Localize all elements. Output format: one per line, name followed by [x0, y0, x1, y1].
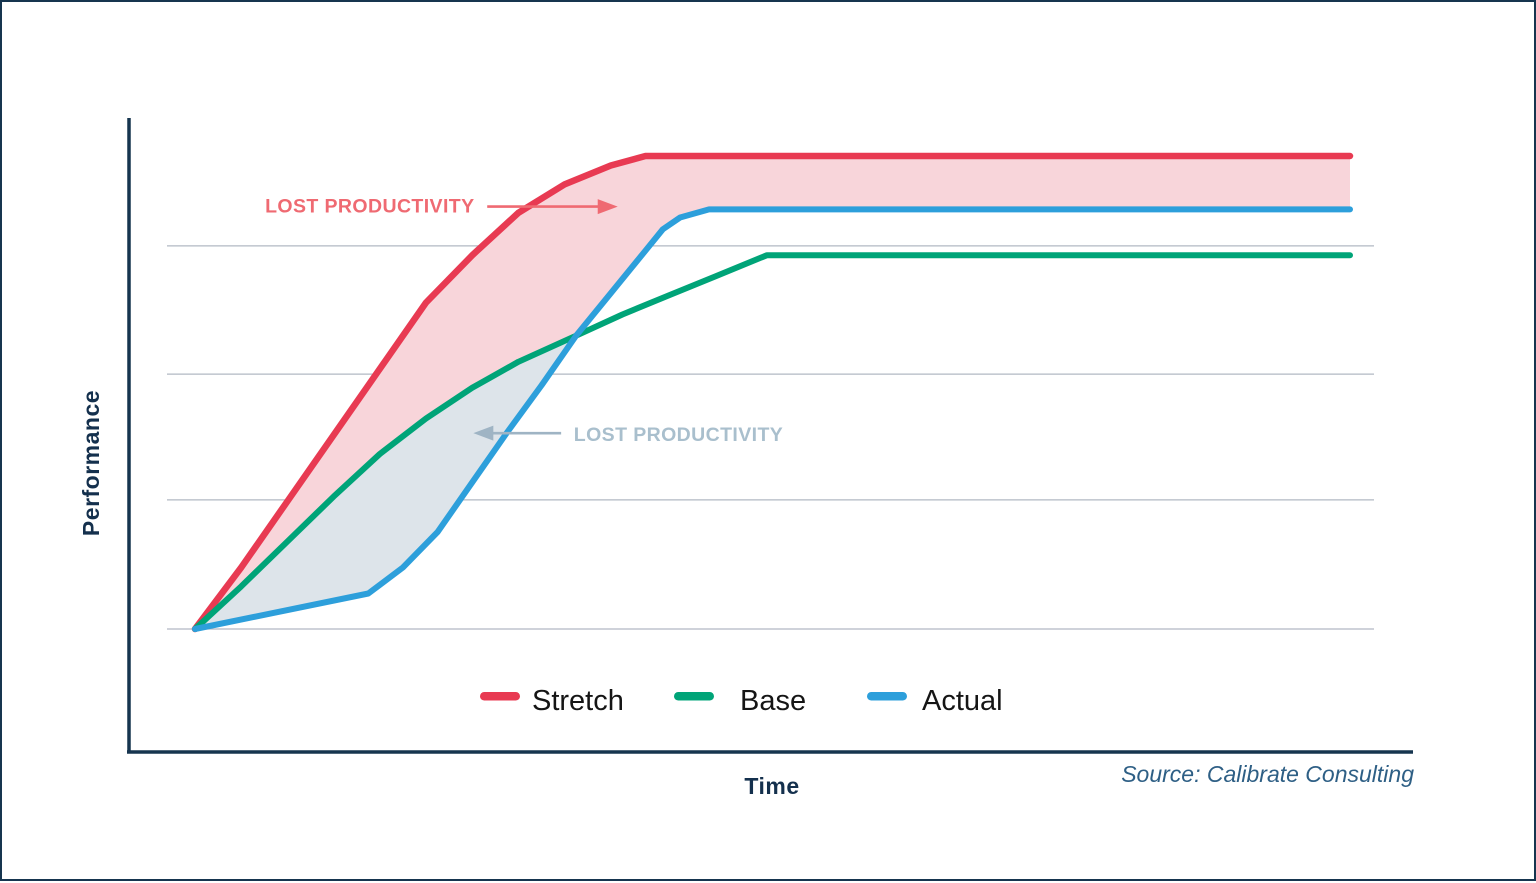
lost-productivity-upper-area: [195, 156, 1350, 629]
actual-line: [192, 206, 1353, 632]
stretch-line: [191, 152, 1354, 633]
legend-label-actual: Actual: [922, 685, 1003, 717]
base-line: [192, 252, 1353, 632]
right-arrow-icon: [487, 199, 618, 215]
arrow-head: [473, 425, 494, 441]
legend-label-base: Base: [740, 685, 806, 717]
legend-item-base: Base: [674, 685, 806, 717]
x-axis-title: Time: [744, 773, 799, 799]
legend-label-stretch: Stretch: [532, 685, 624, 717]
actual-swatch-icon: [867, 692, 907, 701]
arrow-head: [597, 199, 618, 215]
lost-productivity-lower-area: [195, 335, 577, 629]
lost-productivity-lower-label: LOST PRODUCTIVITY: [574, 424, 783, 446]
y-axis-title: Performance: [78, 390, 104, 536]
base-swatch-icon: [674, 692, 714, 701]
lost-productivity-upper-label: LOST PRODUCTIVITY: [265, 196, 474, 218]
stretch-swatch-icon: [480, 692, 520, 701]
left-arrow-icon: [473, 425, 562, 441]
legend-item-actual: Actual: [867, 685, 1003, 717]
legend-item-stretch: Stretch: [480, 685, 624, 717]
legend: Stretch Base Actual: [480, 685, 1003, 717]
source-text: Source: Calibrate Consulting: [1121, 761, 1414, 787]
